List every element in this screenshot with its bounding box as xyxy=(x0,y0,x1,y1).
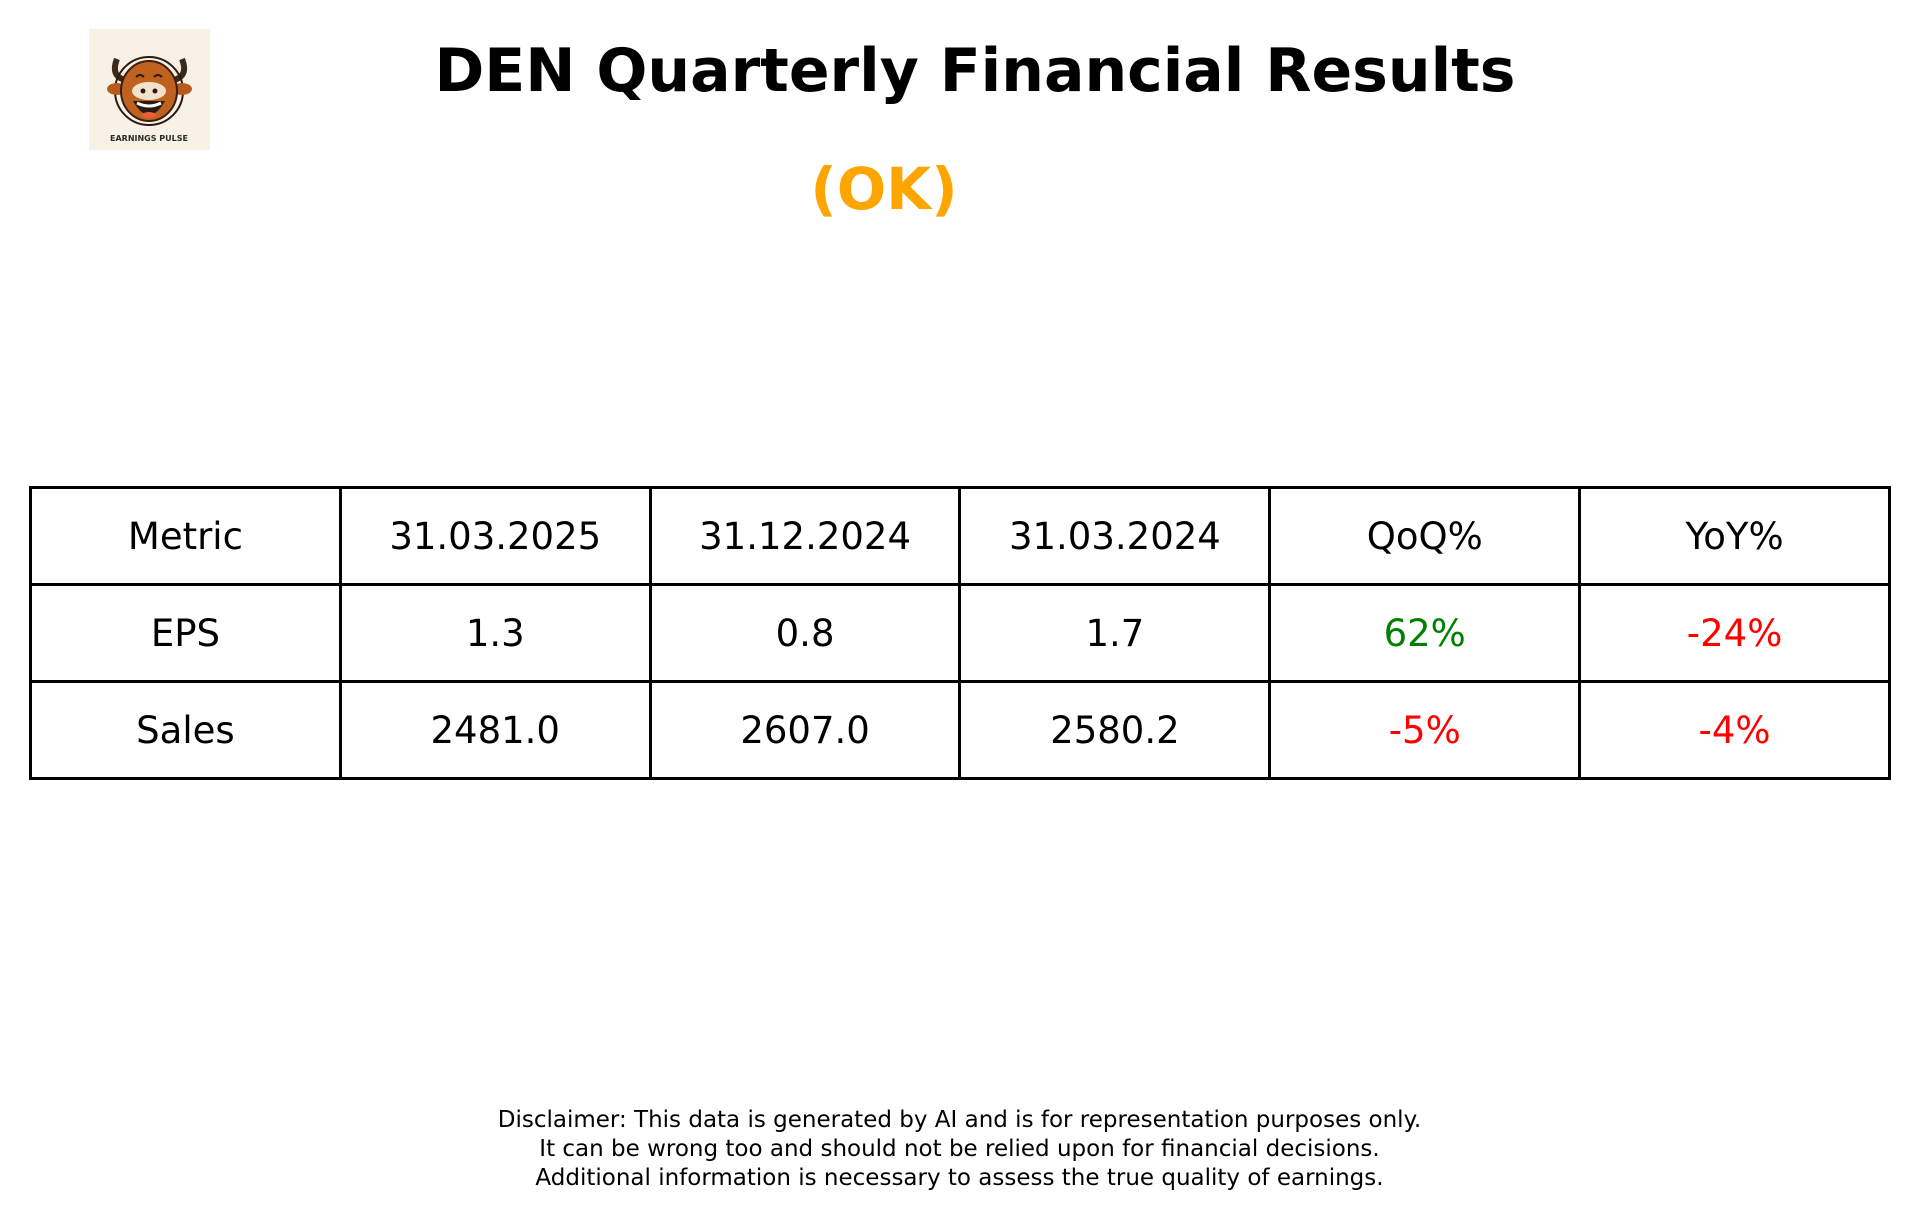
column-header: Metric xyxy=(29,486,342,586)
disclaimer-line: Disclaimer: This data is generated by AI… xyxy=(497,1107,1422,1133)
results-table: Metric 31.03.2025 31.12.2024 31.03.2024 QoQ%… xyxy=(29,486,1891,780)
table-cell: 2580.2 xyxy=(958,680,1272,780)
column-header: 31.03.2025 xyxy=(338,486,652,586)
table-cell: 0.8 xyxy=(648,583,962,683)
table-cell: EPS xyxy=(29,583,342,683)
column-header: QoQ% xyxy=(1268,486,1582,586)
table-cell: -5% xyxy=(1268,680,1582,780)
column-header: YoY% xyxy=(1578,486,1891,586)
svg-text:EARNINGS PULSE: EARNINGS PULSE xyxy=(110,134,188,143)
table-cell: Sales xyxy=(29,680,342,780)
table-row: EPS 1.3 0.8 1.7 62% -24% xyxy=(29,583,1891,683)
table-cell: 1.7 xyxy=(958,583,1272,683)
page-title: DEN Quarterly Financial Results xyxy=(434,36,1516,106)
table-cell: -4% xyxy=(1578,680,1891,780)
table-cell: 62% xyxy=(1268,583,1582,683)
earnings-pulse-logo: EARNINGS PULSE xyxy=(89,29,210,150)
disclaimer: Disclaimer: This data is generated by AI… xyxy=(0,1106,1919,1193)
column-header: 31.12.2024 xyxy=(648,486,962,586)
column-header: 31.03.2024 xyxy=(958,486,1272,586)
bull-mascot-icon: EARNINGS PULSE xyxy=(107,56,192,143)
table-cell: -24% xyxy=(1578,583,1891,683)
header-row: Metric 31.03.2025 31.12.2024 31.03.2024 QoQ%… xyxy=(29,486,1891,586)
table-cell: 1.3 xyxy=(338,583,652,683)
status-label: (OK) xyxy=(810,155,958,223)
table-cell: 2607.0 xyxy=(648,680,962,780)
disclaimer-line: It can be wrong too and should not be re… xyxy=(539,1136,1380,1162)
disclaimer-line: Additional information is necessary to a… xyxy=(535,1165,1384,1191)
table-cell: 2481.0 xyxy=(338,680,652,780)
table-row: Sales 2481.0 2607.0 2580.2 -5% -4% xyxy=(29,680,1891,780)
